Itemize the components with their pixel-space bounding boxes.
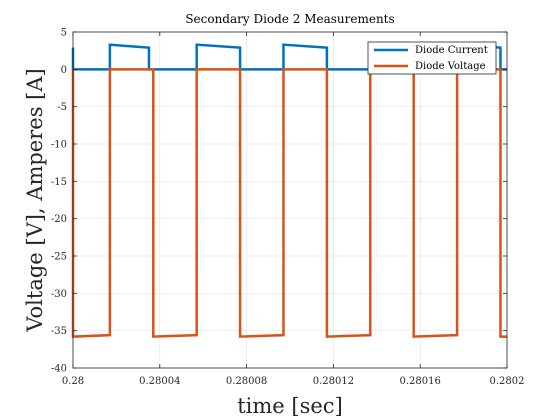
y-tick-label: -30 [51,289,67,300]
x-tick-label: 0.28016 [400,376,441,387]
y-tick-label: -40 [51,364,67,375]
y-tick-label: 0 [61,65,67,76]
y-tick-label: -20 [51,214,67,225]
tick-layer: 0.28 0.28004 0.28008 0.28012 0.28016 0.2802 5 0… [51,28,525,388]
series-line-diode-voltage [71,68,507,338]
y-tick-label: -5 [57,102,67,113]
plot-frame [72,31,508,369]
legend: Diode Current Diode Voltage [367,41,497,75]
chart-title: Secondary Diode 2 Measurements [185,12,394,26]
x-tick-label: 0.28012 [313,376,354,387]
x-tick-label: 0.28 [62,376,84,387]
legend-box [367,41,497,75]
legend-label-diode-current: Diode Current [415,45,488,56]
x-tick-label: 0.28008 [226,376,267,387]
y-axis-label: Voltage [V], Amperes [A] [23,68,47,332]
y-tick-label: -35 [51,326,67,337]
plot-area [73,32,507,368]
x-tick-label: 0.28004 [139,376,180,387]
x-axis-label: time [sec] [237,394,343,418]
y-tick-label: -10 [51,140,67,151]
y-tick-label: -15 [51,177,67,188]
x-tick-label: 0.2802 [490,376,525,387]
y-tick-label: -25 [51,252,67,263]
legend-label-diode-voltage: Diode Voltage [415,61,486,72]
y-tick-label: 5 [61,28,67,39]
